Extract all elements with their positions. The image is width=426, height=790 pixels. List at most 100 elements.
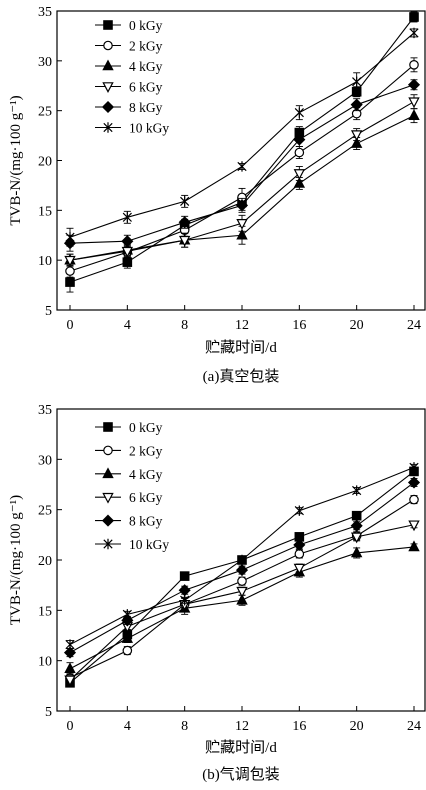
data-point xyxy=(178,584,191,597)
data-point xyxy=(237,161,247,172)
figure-caption: (b)气调包装 xyxy=(202,766,280,783)
x-tick-label: 20 xyxy=(350,318,364,333)
y-axis-label: TVB-N/(mg·100 g⁻¹) xyxy=(8,495,24,625)
data-point xyxy=(350,137,363,148)
data-point xyxy=(293,133,306,146)
chart-vacuum-packaging: 0 4 8 12 16 20 24 5 10 15 20 25 30 35 0 kGy 2 kGy 4 kGy 6… xyxy=(8,5,426,385)
legend-marker xyxy=(103,445,113,456)
y-tick-label: 5 xyxy=(45,705,52,720)
data-point xyxy=(352,485,362,496)
data-point xyxy=(350,130,363,142)
data-point xyxy=(65,639,75,650)
y-tick-label: 20 xyxy=(38,554,52,569)
data-point xyxy=(408,540,420,552)
legend-item: 0 kGy xyxy=(95,420,163,435)
legend-label: 4 kGy xyxy=(129,59,163,74)
data-point xyxy=(65,266,75,276)
legend-item: 6 kGy xyxy=(95,490,163,505)
legend-label: 0 kGy xyxy=(129,18,163,33)
legend-label: 6 kGy xyxy=(129,80,163,95)
legend-item: 2 kGy xyxy=(95,39,163,54)
legend-item: 4 kGy xyxy=(95,59,163,74)
x-tick-label: 8 xyxy=(181,719,188,734)
data-point xyxy=(235,199,249,212)
data-point xyxy=(121,235,134,248)
data-point xyxy=(409,60,419,70)
series-6-kgy xyxy=(64,94,420,267)
data-point xyxy=(236,218,248,230)
legend-item: 8 kGy xyxy=(95,100,163,115)
data-point xyxy=(63,646,77,659)
legend-item: 0 kGy xyxy=(95,18,163,33)
x-tick-label: 0 xyxy=(67,318,74,333)
legend-marker xyxy=(101,100,115,114)
x-axis-label: 贮藏时间/d xyxy=(205,739,277,756)
legend-label: 2 kGy xyxy=(129,39,163,54)
data-point xyxy=(64,675,76,687)
series-4-kgy xyxy=(64,540,420,676)
legend-marker xyxy=(103,20,113,30)
legend-marker xyxy=(102,59,114,71)
legend-item: 4 kGy xyxy=(95,467,163,482)
data-point xyxy=(294,505,304,516)
data-point xyxy=(236,586,248,598)
data-point xyxy=(180,595,190,606)
data-point xyxy=(294,147,305,158)
y-tick-label: 10 xyxy=(38,254,52,269)
legend-label: 10 kGy xyxy=(129,121,169,136)
y-tick-label: 10 xyxy=(38,655,52,670)
data-point xyxy=(350,546,363,558)
x-tick-label: 24 xyxy=(407,318,421,333)
y-tick-label: 5 xyxy=(45,304,52,319)
y-tick-label: 20 xyxy=(38,155,52,170)
data-point xyxy=(179,571,190,581)
data-point xyxy=(235,564,249,577)
series-10-kgy xyxy=(65,27,419,247)
x-tick-label: 24 xyxy=(407,719,421,734)
data-point xyxy=(293,176,306,188)
x-axis-label: 贮藏时间/d xyxy=(205,339,277,356)
data-point xyxy=(180,196,190,207)
figure-caption: (a)真空包装 xyxy=(203,367,280,385)
y-tick-label: 15 xyxy=(38,204,52,219)
legend-label: 0 kGy xyxy=(129,420,163,435)
data-point xyxy=(122,257,133,267)
data-point xyxy=(293,563,306,575)
data-point xyxy=(409,462,419,473)
y-tick-label: 35 xyxy=(38,403,52,418)
y-tick-label: 30 xyxy=(38,55,52,70)
data-point xyxy=(408,109,420,120)
series-8-kgy xyxy=(63,476,421,659)
series-4-kgy xyxy=(64,108,420,267)
legend-item: 6 kGy xyxy=(95,80,163,95)
x-tick-label: 8 xyxy=(181,318,188,333)
data-point xyxy=(121,632,134,643)
data-point xyxy=(65,232,75,243)
x-tick-label: 12 xyxy=(235,318,249,333)
x-tick-label: 20 xyxy=(350,719,364,734)
legend-marker xyxy=(103,422,113,432)
x-tick-label: 4 xyxy=(124,719,131,734)
data-point xyxy=(293,538,306,551)
data-point xyxy=(237,554,247,566)
data-point xyxy=(236,593,248,605)
data-point xyxy=(407,78,421,91)
data-point xyxy=(408,520,420,532)
data-point xyxy=(409,27,419,39)
data-point xyxy=(122,645,133,656)
data-point xyxy=(236,228,248,240)
data-point xyxy=(122,609,132,620)
legend: 0 kGy 2 kGy 4 kGy 6 kGy 8 kGy 10 kGy xyxy=(95,18,169,136)
data-point xyxy=(122,212,132,223)
data-point xyxy=(64,255,76,267)
legend-marker xyxy=(101,514,115,527)
data-point xyxy=(408,97,420,109)
data-point xyxy=(294,107,304,118)
data-point xyxy=(351,510,362,521)
data-point xyxy=(178,235,191,247)
data-point xyxy=(294,549,305,559)
data-point xyxy=(407,476,421,489)
y-tick-label: 25 xyxy=(38,504,52,519)
legend-label: 8 kGy xyxy=(129,514,163,529)
